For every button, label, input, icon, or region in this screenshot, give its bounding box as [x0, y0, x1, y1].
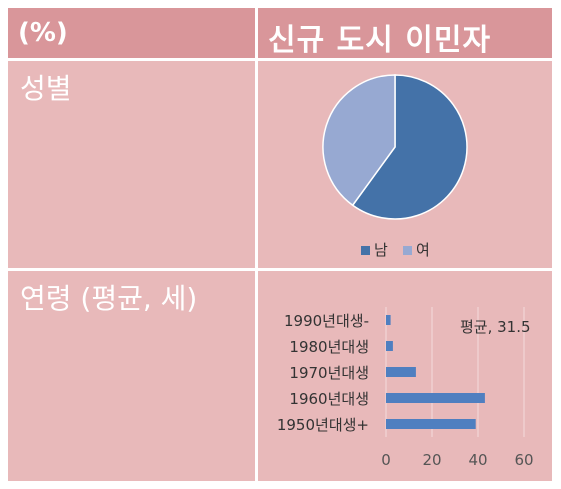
unit-label: (%) — [18, 18, 68, 48]
bar — [386, 367, 416, 377]
category-label: 1980년대생 — [289, 338, 369, 356]
x-tick-label: 0 — [381, 451, 391, 469]
x-tick-label: 20 — [422, 451, 441, 469]
category-label: 1990년대생- — [284, 312, 369, 330]
gender-row-label: 성별 — [20, 72, 72, 105]
category-label: 1950년대생+ — [277, 416, 369, 434]
legend-swatch-male — [361, 246, 370, 255]
header-unit-cell: (%) — [8, 8, 255, 58]
legend-label-female: 여 — [416, 241, 430, 259]
pie-slice-male — [351, 74, 468, 220]
x-tick-label: 40 — [468, 451, 487, 469]
bar — [386, 315, 391, 325]
x-tick-label: 60 — [514, 451, 533, 469]
average-annotation: 평균, 31.5 — [460, 318, 531, 336]
legend-label-male: 남 — [374, 241, 388, 259]
bar — [386, 341, 393, 351]
pie-slice-female — [322, 74, 396, 207]
table-title: 신규 도시 이민자 — [268, 23, 492, 58]
legend-swatch-female — [403, 246, 412, 255]
bar — [386, 393, 485, 403]
category-label: 1970년대생 — [289, 364, 369, 382]
gender-row-label-cell: 성별 — [8, 61, 255, 268]
category-label: 1960년대생 — [289, 390, 369, 408]
age-chart-cell: 0 20 40 60 1990년대생- 1980년대생 1970년대생 1960년대생 1950… — [258, 271, 552, 481]
header-title-cell: 신규 도시 이민자 — [258, 8, 552, 58]
age-bar-chart: 0 20 40 60 1990년대생- 1980년대생 1970년대생 1960년대생 1950… — [277, 307, 534, 469]
age-row-label: 연령 (평균, 세) — [20, 282, 198, 315]
age-row-label-cell: 연령 (평균, 세) — [8, 271, 255, 481]
bar — [386, 419, 476, 429]
